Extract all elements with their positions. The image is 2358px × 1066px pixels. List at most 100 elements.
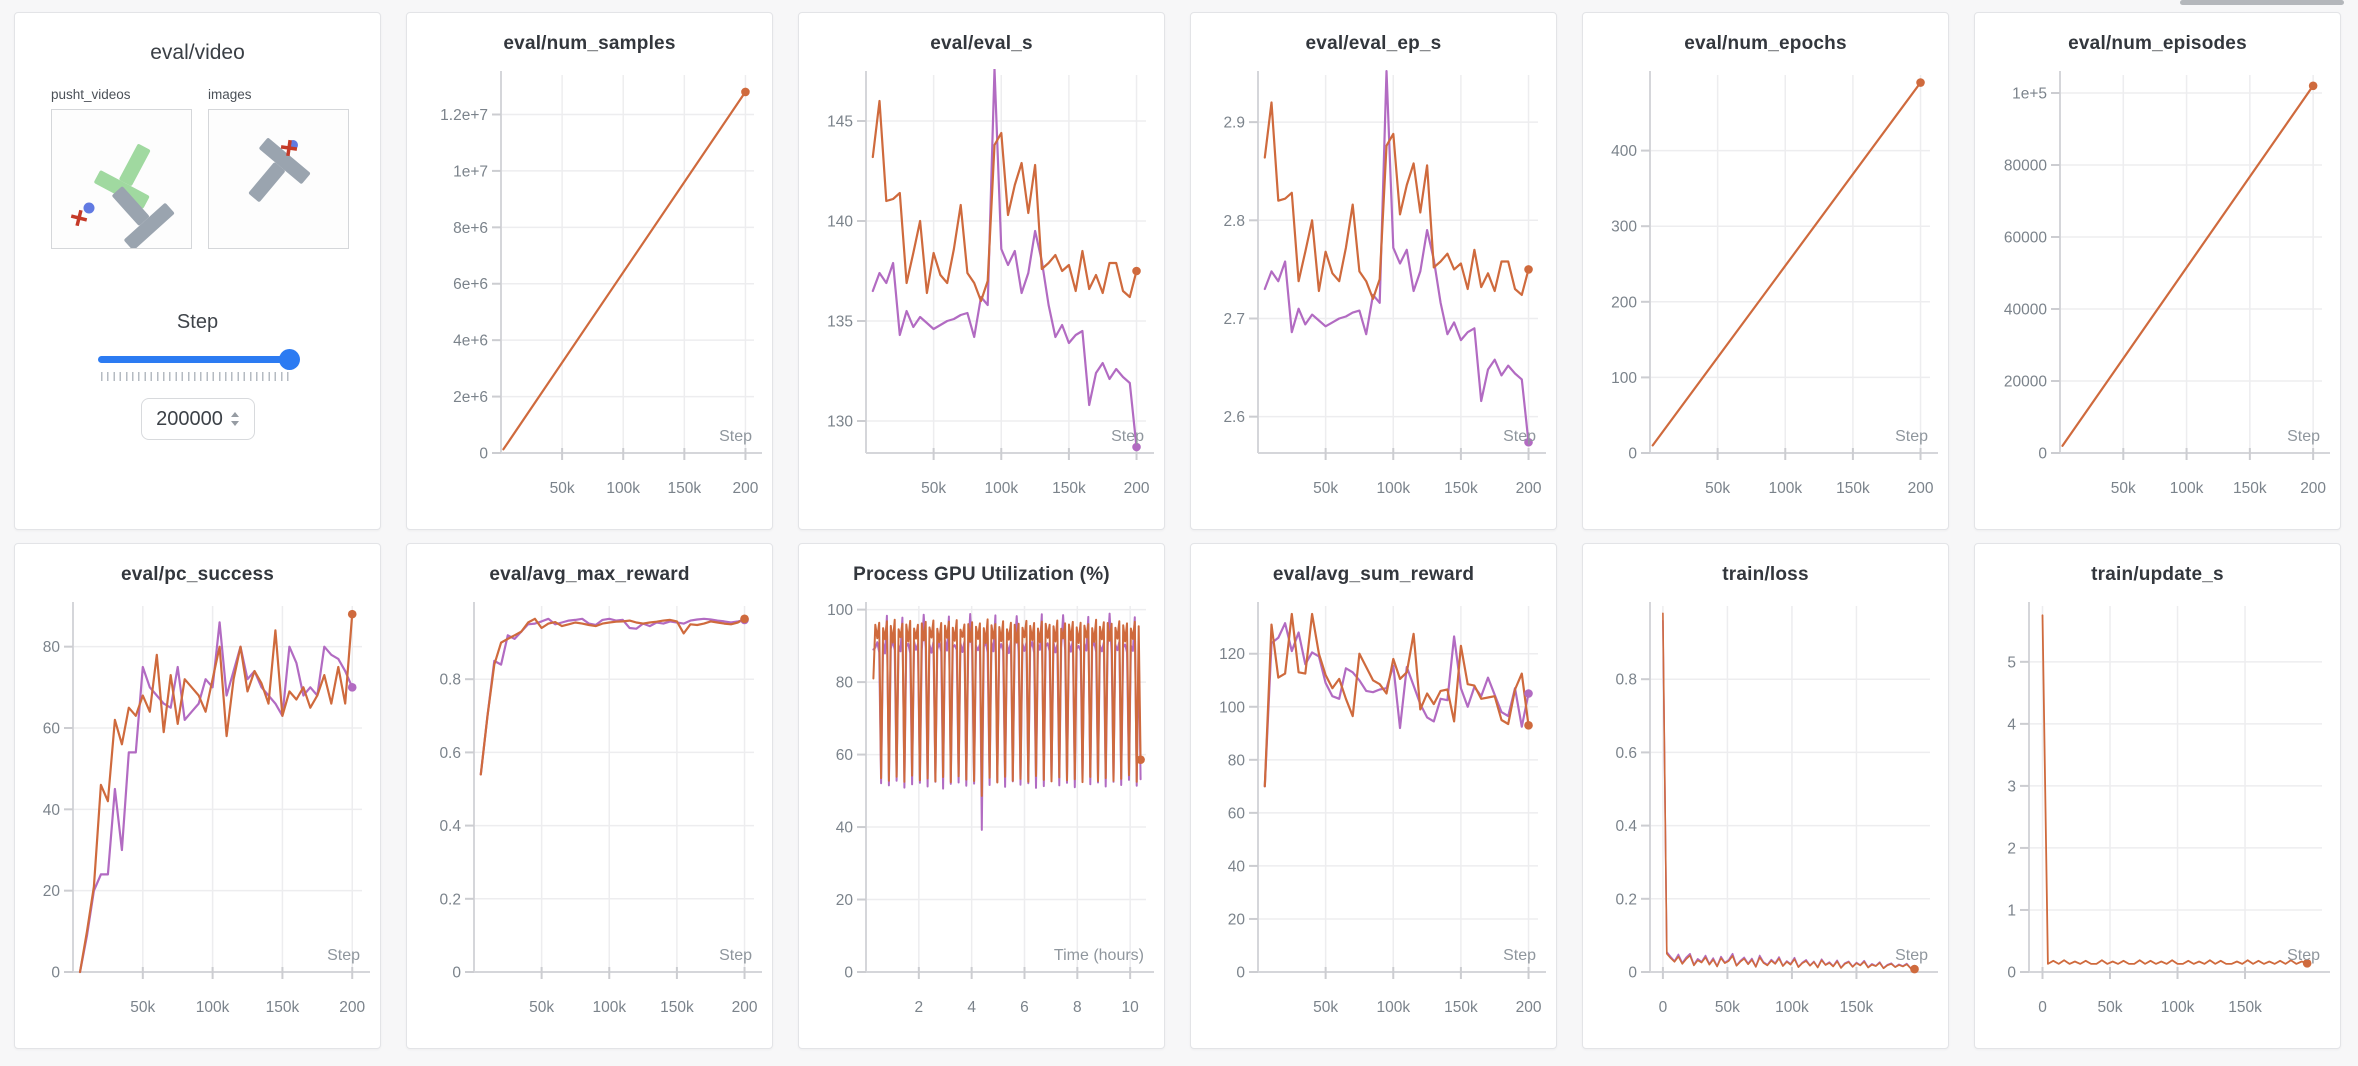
y-tick-label: 0.4 — [1615, 818, 1637, 835]
y-tick-label: 2 — [2007, 840, 2016, 857]
x-tick-label: 100k — [984, 480, 1018, 497]
chart-canvas[interactable]: 2.6 2.7 2.8 2.9 50k 100k 150k 200 Step — [1191, 59, 1556, 515]
pusht-scene-icon — [70, 144, 175, 250]
pusht-block-t-icon — [112, 186, 175, 250]
y-tick-label: 100 — [1611, 370, 1637, 387]
y-tick-label: 40 — [43, 802, 61, 819]
x-axis-label: Time (hours) — [1054, 947, 1144, 964]
y-tick-label: 3 — [2007, 778, 2016, 795]
chart-canvas[interactable]: 0 100 200 300 400 50k 100k 150k 200 Step — [1583, 59, 1948, 515]
x-tick-label: 150k — [266, 999, 300, 1016]
y-tick-label: 60 — [43, 721, 61, 738]
x-tick-label: 150k — [1052, 480, 1086, 497]
chart-title: eval/num_samples — [503, 33, 676, 54]
chart-title: eval/num_episodes — [2068, 33, 2247, 54]
x-tick-label: 100k — [1775, 999, 1809, 1016]
series-line-run-orange — [2061, 84, 2315, 447]
y-tick-label: 0 — [1628, 965, 1637, 982]
pusht-goal-cross-icon — [280, 139, 298, 157]
x-tick-label: 50k — [130, 999, 155, 1016]
y-tick-label: 0.6 — [1615, 745, 1637, 762]
x-tick-label: 200 — [1908, 480, 1934, 497]
series-end-dot-run-orange — [1916, 78, 1925, 87]
y-tick-label: 400 — [1611, 143, 1637, 160]
y-tick-label: 80 — [43, 639, 61, 656]
x-tick-label: 0 — [1659, 999, 1668, 1016]
y-tick-label: 0.8 — [439, 672, 461, 689]
series-line-run-orange — [1651, 81, 1922, 447]
x-tick-label: 200 — [2300, 480, 2326, 497]
x-axis-label: Step — [1895, 947, 1928, 964]
y-tick-label: 140 — [827, 214, 853, 231]
x-tick-label: 150k — [668, 480, 702, 497]
panel-eval-video: eval/video pusht_videos — [14, 12, 381, 530]
y-tick-label: 2e+6 — [453, 389, 488, 406]
x-tick-label: 50k — [2111, 480, 2136, 497]
panel-train-loss: train/loss 0 0.2 0.4 0.6 0.8 0 50k 100k 150k Step — [1582, 543, 1949, 1049]
x-tick-label: 100k — [592, 999, 626, 1016]
x-tick-label: 150k — [2233, 480, 2267, 497]
series-line-run-orange — [871, 99, 1138, 303]
panel-eval-num-episodes: eval/num_episodes 0 20000 40000 60000 80000 1e… — [1974, 12, 2341, 530]
x-tick-label: 200 — [1516, 480, 1542, 497]
x-tick-label: 50k — [1313, 480, 1338, 497]
chart-canvas[interactable]: 0 2e+6 4e+6 6e+6 8e+6 1e+7 1.2e+7 50k 100k 150k 20… — [407, 59, 772, 515]
x-tick-label: 150k — [1444, 480, 1478, 497]
y-tick-label: 200 — [1611, 294, 1637, 311]
series-line-run-orange — [1662, 612, 1916, 970]
y-tick-label: 0.4 — [439, 818, 461, 835]
slider-handle[interactable] — [279, 349, 300, 370]
step-decrement-button[interactable] — [230, 421, 239, 426]
panel-eval-num-samples: eval/num_samples 0 2e+6 4e+6 6e+6 8e+6 1e+7 1.2… — [406, 12, 773, 530]
x-tick-label: 8 — [1073, 999, 1082, 1016]
x-tick-label: 100k — [2161, 999, 2195, 1016]
x-axis-label: Step — [1503, 428, 1536, 445]
image-thumbnail[interactable] — [208, 109, 349, 249]
chart-title: Process GPU Utilization (%) — [853, 564, 1110, 585]
chart-canvas[interactable]: 0 20000 40000 60000 80000 1e+5 50k 100k 150k 200 S… — [1975, 59, 2340, 515]
y-tick-label: 20 — [1228, 911, 1246, 928]
series-end-dot-run-orange — [2308, 81, 2318, 91]
series-end-dot-run-purple — [347, 683, 357, 692]
y-tick-label: 60 — [836, 747, 854, 764]
step-value: 200000 — [156, 407, 223, 430]
slider-tick-marks — [100, 372, 289, 381]
series-end-dot-run-orange — [1136, 755, 1145, 764]
chart-canvas[interactable]: 0 20 40 60 80 100 120 50k 100k 150k 200 Step — [1191, 590, 1556, 1034]
y-tick-label: 0 — [844, 965, 853, 982]
series-line-run-purple — [871, 69, 1138, 449]
series-end-dot-run-purple — [1524, 689, 1533, 698]
x-tick-label: 100k — [2170, 480, 2204, 497]
step-slider[interactable] — [97, 348, 300, 384]
chart-canvas[interactable]: 0 1 2 3 4 5 0 50k 100k 150k Step — [1975, 590, 2340, 1034]
series-end-dot-run-orange — [347, 609, 357, 619]
chart-canvas[interactable]: 0 0.2 0.4 0.6 0.8 0 50k 100k 150k Step — [1583, 590, 1948, 1034]
chart-canvas[interactable]: 130 135 140 145 50k 100k 150k 200 Step — [799, 59, 1164, 515]
x-axis-label: Step — [1111, 428, 1144, 445]
series-end-dot-run-orange — [1524, 721, 1533, 730]
scrollbar-thumb[interactable] — [2180, 0, 2344, 5]
step-slider-label: Step — [176, 311, 219, 333]
panel-eval-eval-ep-s: eval/eval_ep_s 2.6 2.7 2.8 2.9 50k 100k 150k 200… — [1190, 12, 1557, 530]
x-tick-label: 100k — [1376, 999, 1410, 1016]
y-tick-label: 0 — [479, 446, 488, 463]
chart-title: eval/pc_success — [120, 564, 274, 585]
pusht-video-thumbnail[interactable] — [51, 109, 192, 250]
chart-canvas[interactable]: 0 20 40 60 80 50k 100k 150k 200 Step — [15, 590, 380, 1034]
series-line-run-orange — [479, 617, 746, 776]
y-tick-label: 0 — [1628, 446, 1637, 463]
chart-canvas[interactable]: 0 20 40 60 80 100 2 4 6 8 10 Time (hours) — [799, 590, 1164, 1034]
media-item-pusht-videos: pusht_videos — [51, 87, 192, 250]
slider-track[interactable] — [97, 356, 298, 363]
step-increment-button[interactable] — [230, 412, 239, 417]
x-tick-label: 50k — [2098, 999, 2123, 1016]
step-value-input[interactable]: 200000 — [140, 398, 255, 440]
series-end-dot-run-orange — [2302, 959, 2312, 968]
chart-canvas[interactable]: 0 0.2 0.4 0.6 0.8 50k 100k 150k 200 Step — [407, 590, 772, 1034]
media-row: pusht_videos — [15, 87, 380, 250]
x-axis-label: Step — [327, 947, 360, 964]
panel-eval-avg-max-reward: eval/avg_max_reward 0 0.2 0.4 0.6 0.8 50k 100k 1… — [406, 543, 773, 1049]
media-panel-title: eval/video — [150, 41, 245, 64]
y-tick-label: 0.2 — [439, 891, 461, 908]
y-tick-label: 0 — [452, 965, 461, 982]
